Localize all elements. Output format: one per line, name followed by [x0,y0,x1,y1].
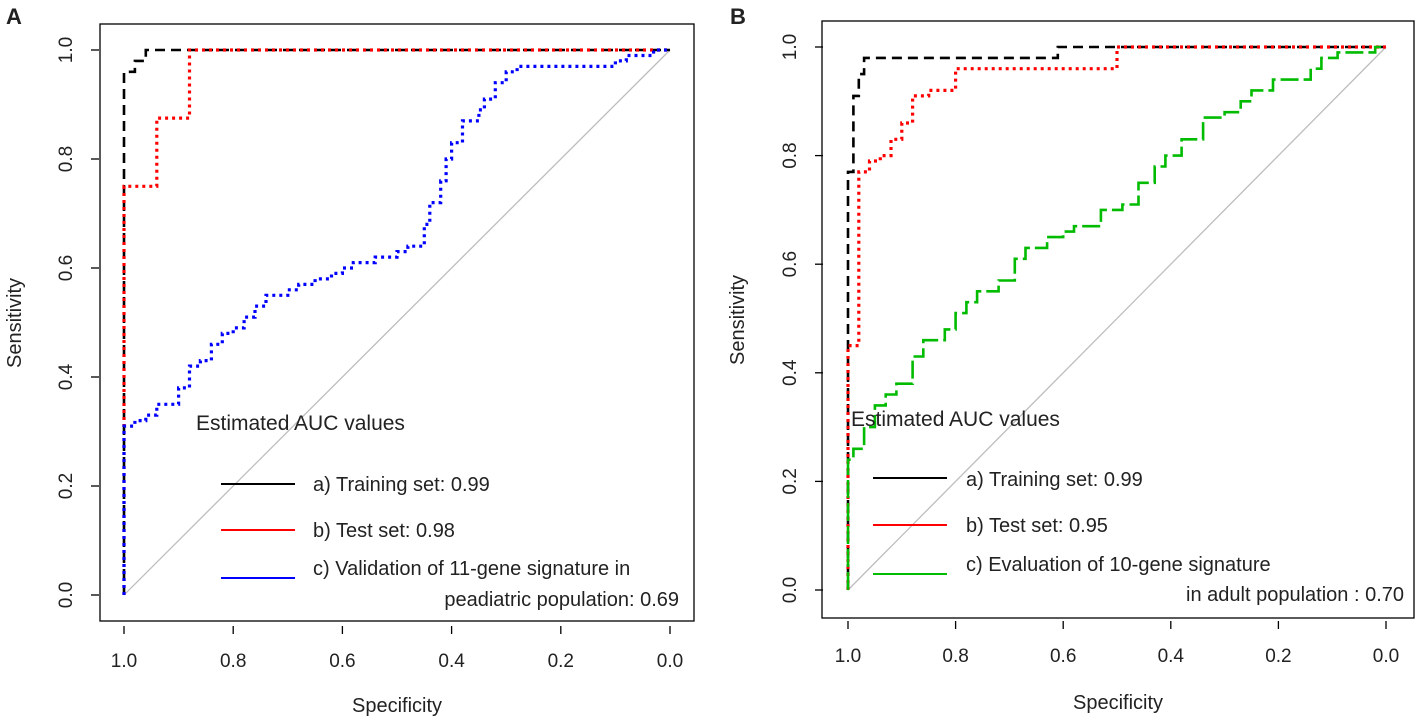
panel-b-reference-diagonal [847,46,1387,591]
panel-b-y-tick-label-3: 0.6 [780,251,801,277]
panel-b-legend: Estimated AUC values a) Training set: 0.… [851,408,1404,606]
panel-a-x-axis: 1.0 0.8 0.6 0.4 0.2 0.0 [111,626,683,672]
panel-a-x-axis-label: Specificity [352,695,442,717]
panel-b-x-tick-label-2: 0.6 [1050,646,1076,667]
panel-b-y-tick-label-5: 1.0 [780,34,801,60]
panel-b-x-tick-label-4: 0.2 [1265,646,1291,667]
panel-b-x-tick-label-1: 0.8 [942,646,968,667]
panel-a-y-tick-label-0: 0.0 [56,582,77,608]
panel-b-legend-title: Estimated AUC values [851,408,1060,431]
panel-a-series [122,48,670,595]
panel-a-roc-curve-1 [122,48,670,595]
panel-a-x-tick-label-3: 0.4 [438,651,465,672]
panel-a-legend-entry-validation-line2: peadiatric population: 0.69 [444,589,679,611]
panel-b-y-axis: 0.0 0.2 0.4 0.6 0.8 1.0 [780,34,823,603]
panel-a-x-tick-label-0: 1.0 [111,651,137,672]
panel-a-y-tick-label-4: 0.8 [56,146,77,172]
panel-a-x-tick-label-5: 0.0 [657,651,683,672]
panel-a-x-tick-label-1: 0.8 [220,651,246,672]
panel-a-legend: Estimated AUC values a) Training set: 0.… [196,412,679,611]
panel-b-y-tick-label-1: 0.2 [780,468,801,494]
panel-b-y-axis-label: Sensitivity [727,275,749,365]
panel-b-y-tick-label-4: 0.8 [780,142,801,168]
panel-a-plot-frame [99,23,695,622]
panel-b-legend-entry-evaluation-line2: in adult population : 0.70 [1186,584,1404,606]
panel-a-legend-entry-training: a) Training set: 0.99 [313,474,490,496]
panel-a-legend-entry-validation: c) Validation of 11-gene signature in [313,558,630,580]
panel-b-y-tick-label-0: 0.0 [780,577,801,603]
panel-a-y-tick-label-1: 0.2 [56,473,77,499]
panel-a-y-tick-label-3: 0.6 [56,255,77,281]
panel-a-y-axis-label: Sensitivity [4,278,26,368]
panel-b-x-tick-label-5: 0.0 [1373,646,1399,667]
panel-b-x-tick-label-0: 1.0 [835,646,861,667]
panel-a-y-tick-label-5: 1.0 [56,37,77,63]
panel-b-x-axis: 1.0 0.8 0.6 0.4 0.2 0.0 [835,621,1399,667]
panel-b-y-tick-label-2: 0.4 [780,359,801,386]
panel-b: B 1.0 0.8 0.6 0.4 0.2 0.0 0.00.20.40.60.81.0 … [727,4,1415,714]
panel-a-x-tick-label-2: 0.6 [329,651,355,672]
panel-b-roc-curve-1 [846,45,1386,590]
panel-b-plot-frame [821,20,1415,619]
panel-a-roc-curve-0 [122,48,670,595]
panel-b-roc-curve-2 [846,45,1386,590]
panel-b-legend-entry-test: b) Test set: 0.95 [966,515,1108,537]
panel-a-y-tick-label-2: 0.4 [56,363,77,390]
panel-b-legend-entry-evaluation: c) Evaluation of 10-gene signature [966,554,1271,576]
panel-b-label: B [730,4,746,29]
panel-b-legend-entry-training: a) Training set: 0.99 [966,469,1143,491]
panel-b-x-axis-label: Specificity [1073,692,1163,714]
panel-a-x-tick-label-4: 0.2 [548,651,574,672]
panel-a-y-axis: 0.0 0.2 0.4 0.6 0.8 1.0 [56,37,99,608]
panel-a-reference-diagonal [123,49,671,596]
panel-a-legend-entry-test: b) Test set: 0.98 [313,520,455,542]
panel-b-roc-curve-0 [846,45,1386,590]
panel-a: A 1.0 0.8 0.6 0.4 0.2 0.0 0.00.20.40.60.81.0 … [4,4,695,717]
panel-a-label: A [6,4,22,29]
panel-b-x-tick-label-3: 0.4 [1158,646,1185,667]
panel-b-series [846,45,1386,590]
panel-a-legend-title: Estimated AUC values [196,412,405,435]
